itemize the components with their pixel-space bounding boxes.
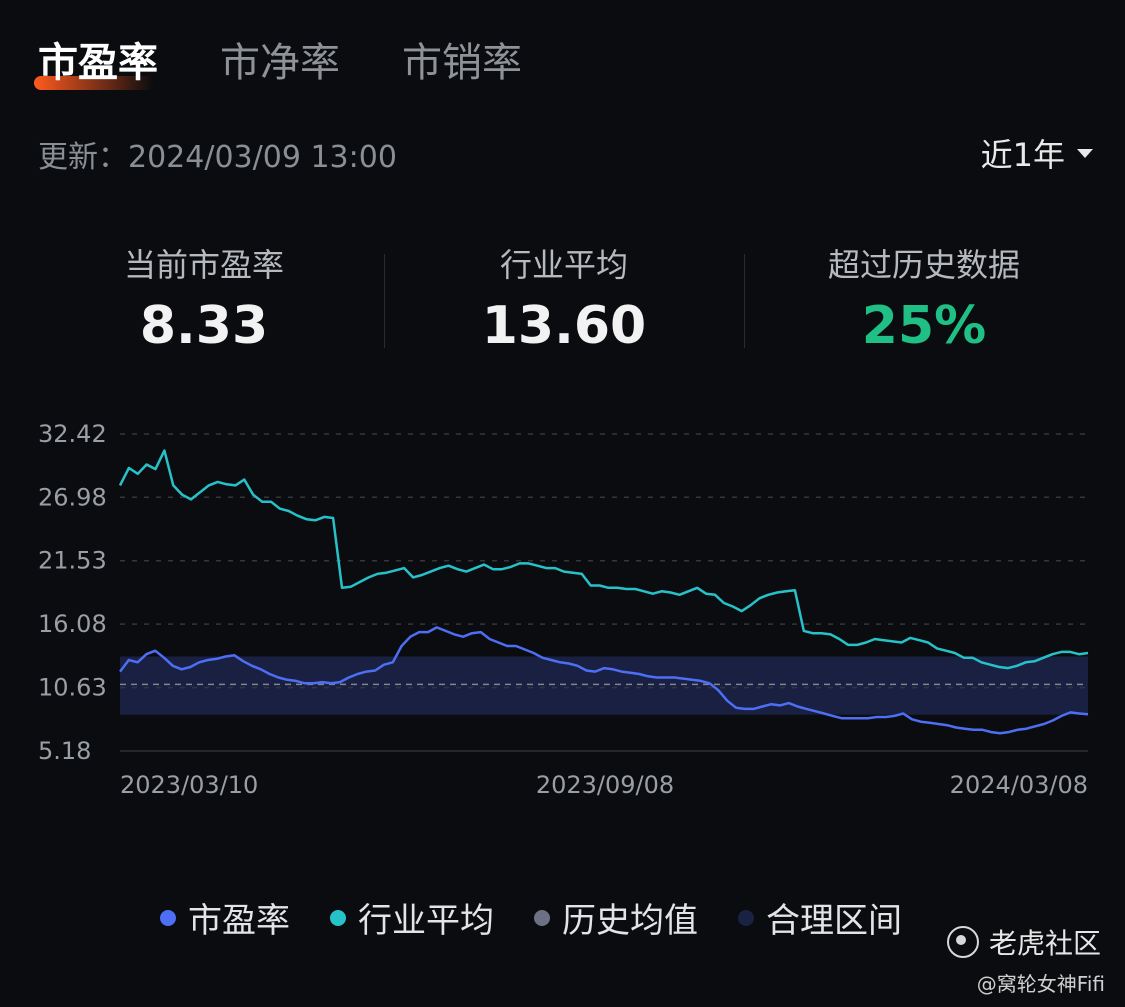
stat-history-percentile-label: 超过历史数据 [827,246,1020,284]
caret-down-icon [1077,148,1093,158]
tab-pb[interactable]: 市净率 [220,30,340,88]
stat-current-pe-value: 8.33 [139,296,269,356]
valuation-tabs: 市盈率 市净率 市销率 [34,30,522,90]
legend-dot-industry-avg [330,909,346,926]
tab-ps-label: 市销率 [402,40,522,86]
legend-label-pe: 市盈率 [188,901,290,941]
y-tick-label: 5.18 [38,737,91,765]
stat-industry-avg-value: 13.60 [481,296,647,356]
x-tick-label: 2024/03/08 [950,771,1088,799]
series-line-industry-avg [118,449,1089,670]
y-tick-label: 16.08 [38,610,107,638]
stat-current-pe-label: 当前市盈率 [123,246,284,284]
legend-item-reasonable-range[interactable]: 合理区间 [738,893,902,942]
watermark-user: @窝轮女神Fifi [976,972,1105,996]
update-time: 更新：2024/03/09 13:00 [38,132,397,176]
tab-pb-label: 市净率 [220,40,340,86]
stats-row: 当前市盈率 8.33 行业平均 13.60 超过历史数据 25% [24,240,1104,356]
y-tick-label: 21.53 [38,547,107,575]
y-tick-label: 26.98 [38,483,107,511]
chart-legend: 市盈率 行业平均 历史均值 合理区间 [160,893,902,942]
tab-pe[interactable]: 市盈率 [34,30,158,90]
pe-chart: 32.42 26.98 21.53 16.08 10.63 5.18 2023/03/10 2… [38,420,1089,799]
legend-label-historical-mean: 历史均值 [562,901,698,941]
tab-ps[interactable]: 市销率 [402,30,522,88]
x-tick-label: 2023/03/10 [120,771,258,799]
stat-history-percentile-value: 25% [861,296,987,356]
y-tick-label: 32.42 [38,420,107,448]
watermark-brand: 老虎社区 [946,922,1101,962]
legend-dot-historical-mean [534,909,550,926]
series-line-pe [119,626,1089,735]
stat-history-percentile: 超过历史数据 25% [744,240,1104,356]
tab-pe-label: 市盈率 [38,40,158,86]
stat-industry-avg: 行业平均 13.60 [384,240,744,356]
legend-label-reasonable-range: 合理区间 [766,901,902,941]
legend-dot-reasonable-range [738,909,754,926]
update-timestamp: 2024/03/09 13:00 [128,140,397,175]
period-selector[interactable]: 近1年 [981,130,1093,176]
update-label: 更新： [38,140,128,175]
x-tick-label: 2023/09/08 [536,771,674,799]
stat-industry-avg-label: 行业平均 [499,246,628,284]
legend-item-industry-avg[interactable]: 行业平均 [330,893,494,942]
legend-label-industry-avg: 行业平均 [358,901,494,941]
stat-current-pe: 当前市盈率 8.33 [24,240,384,356]
legend-item-pe[interactable]: 市盈率 [160,893,290,942]
y-tick-label: 10.63 [38,674,107,702]
legend-dot-pe [160,909,176,926]
period-label: 近1年 [980,136,1065,174]
tiger-logo-icon [946,926,979,958]
reasonable-range-band [120,656,1088,715]
legend-item-historical-mean[interactable]: 历史均值 [534,893,698,942]
watermark-brand-text: 老虎社区 [988,927,1101,960]
